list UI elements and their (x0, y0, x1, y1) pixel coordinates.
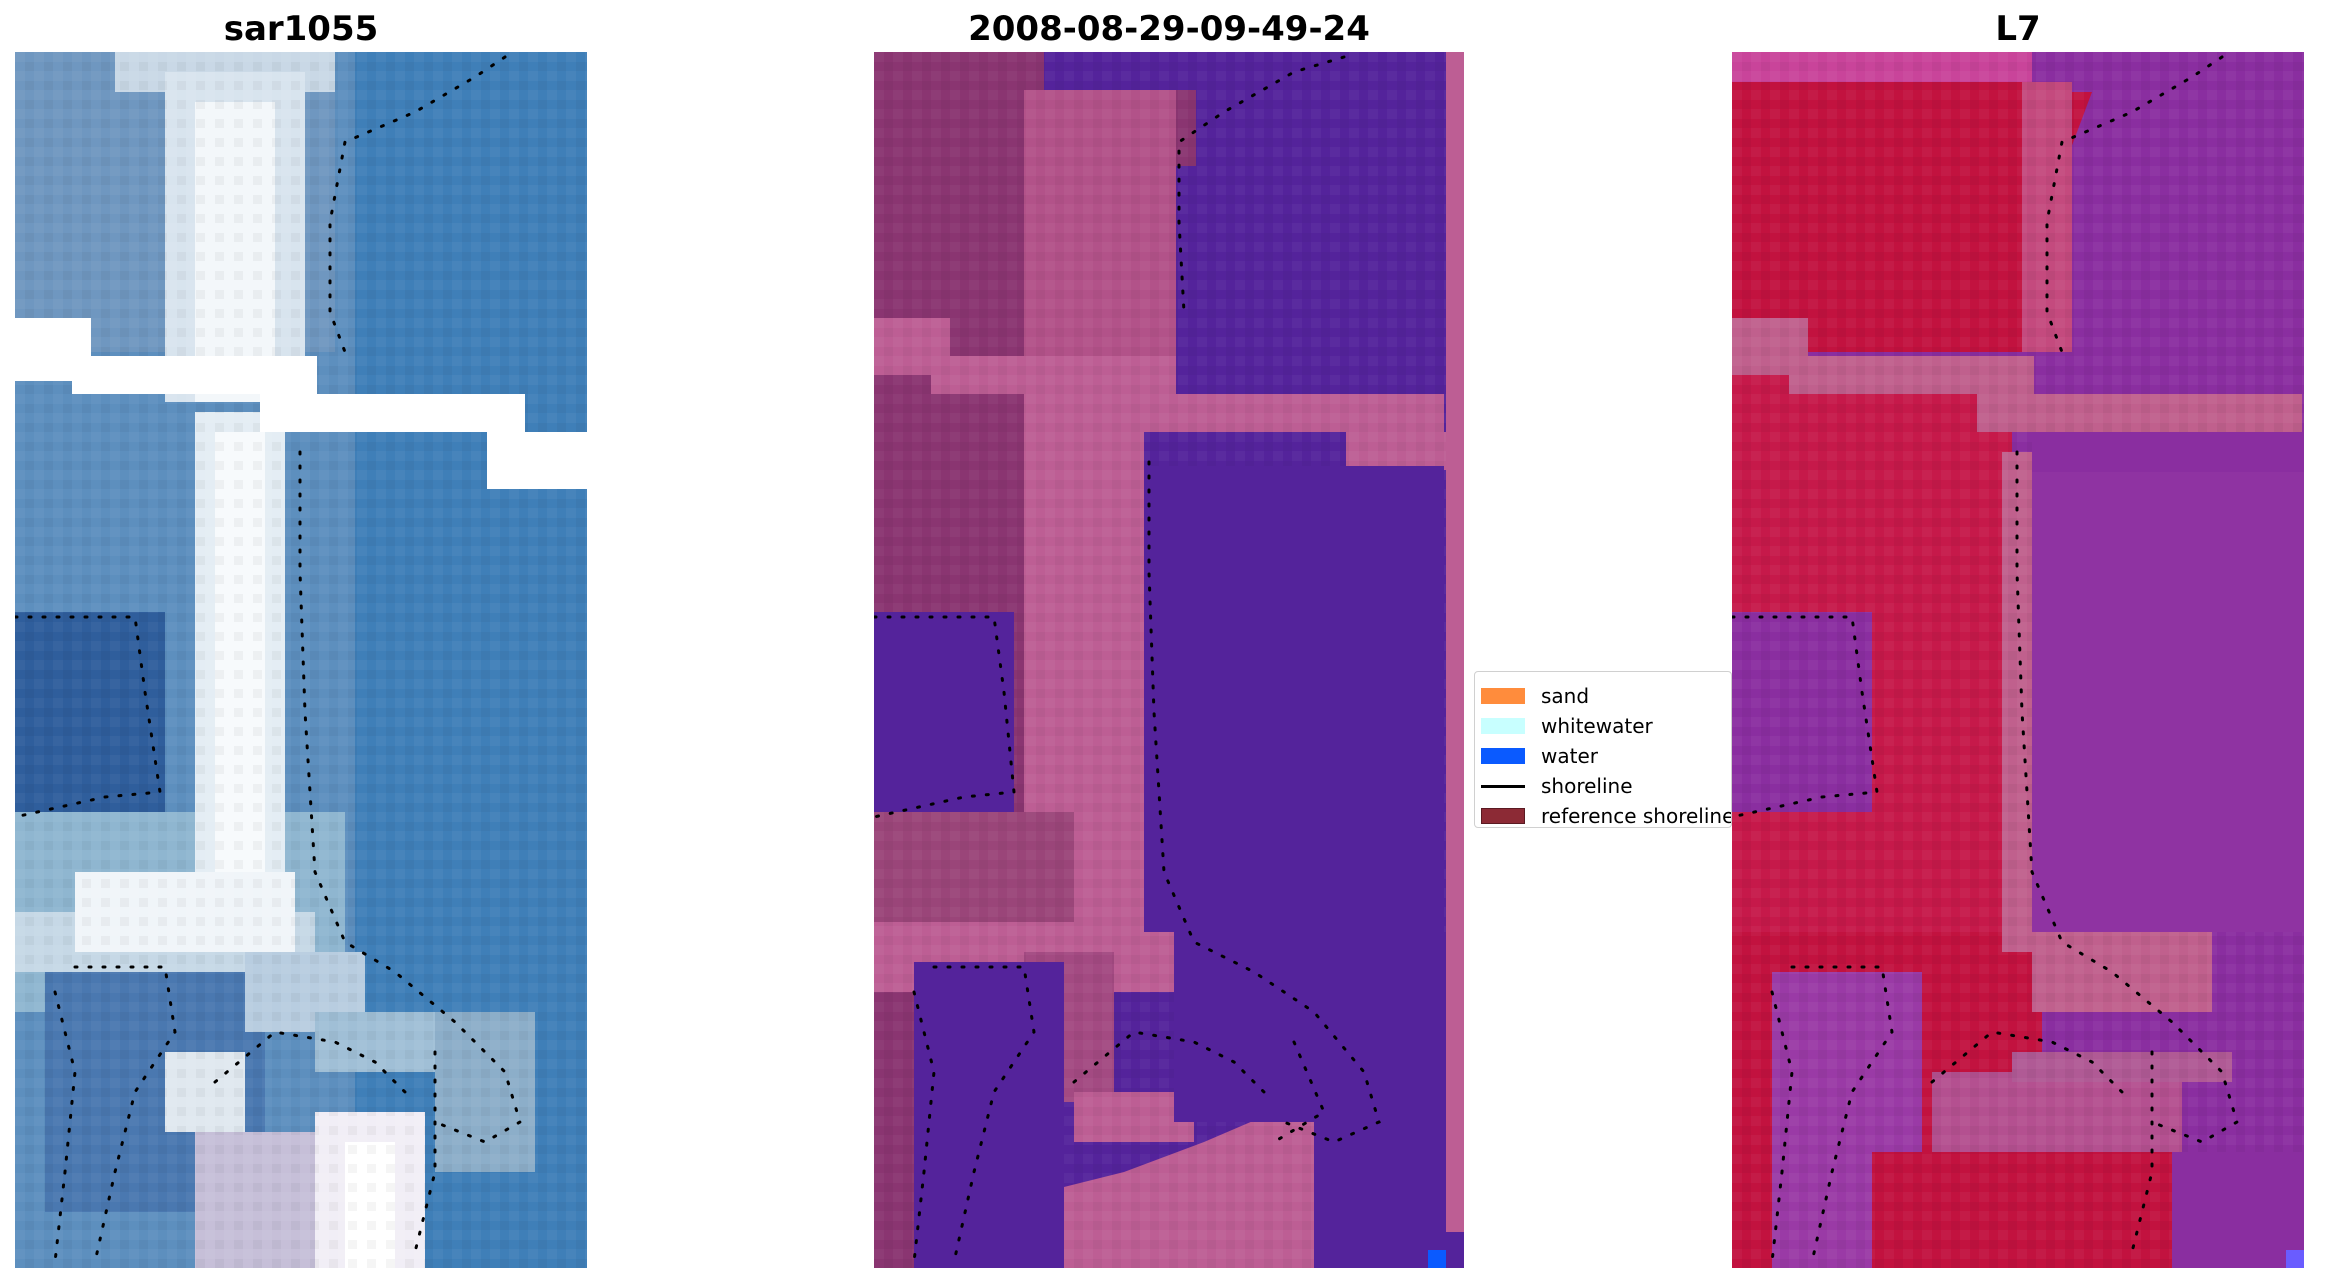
panel-title-date: 2008-08-29-09-49-24 (968, 9, 1370, 49)
shoreline-dots (1732, 55, 2239, 1264)
legend-label-water: water (1541, 744, 1598, 768)
legend-label-sand: sand (1541, 684, 1590, 708)
legend-item-reference-shoreline: reference shoreline (1481, 804, 1732, 828)
rgb-image (15, 52, 587, 1268)
reference-shoreline-swatch (1481, 808, 1525, 824)
shoreline-line-swatch (1481, 784, 1525, 788)
sand-swatch (1481, 688, 1525, 704)
index-image (1732, 52, 2304, 1268)
water-swatch (1481, 748, 1525, 764)
panel-title-sar: sar1055 (223, 9, 379, 49)
rgb-image-panel (15, 52, 587, 1268)
shoreline-dots (15, 55, 522, 1264)
panel-title-l7: L7 (1995, 9, 2041, 49)
legend-item-sand: sand (1481, 684, 1589, 708)
classified-image-panel (874, 52, 1464, 1268)
legend-label-reference-shoreline: reference shoreline (1541, 804, 1732, 828)
legend-item-shoreline: shoreline (1481, 774, 1633, 798)
legend-item-water: water (1481, 744, 1598, 768)
legend-label-whitewater: whitewater (1541, 714, 1653, 738)
legend-item-whitewater: whitewater (1481, 714, 1653, 738)
classified-image (874, 52, 1464, 1268)
whitewater-swatch (1481, 718, 1525, 734)
shoreline-dots (874, 55, 1381, 1264)
legend-label-shoreline: shoreline (1541, 774, 1633, 798)
legend: sand whitewater water shoreline referenc… (1474, 671, 1732, 828)
index-image-panel (1732, 52, 2304, 1268)
